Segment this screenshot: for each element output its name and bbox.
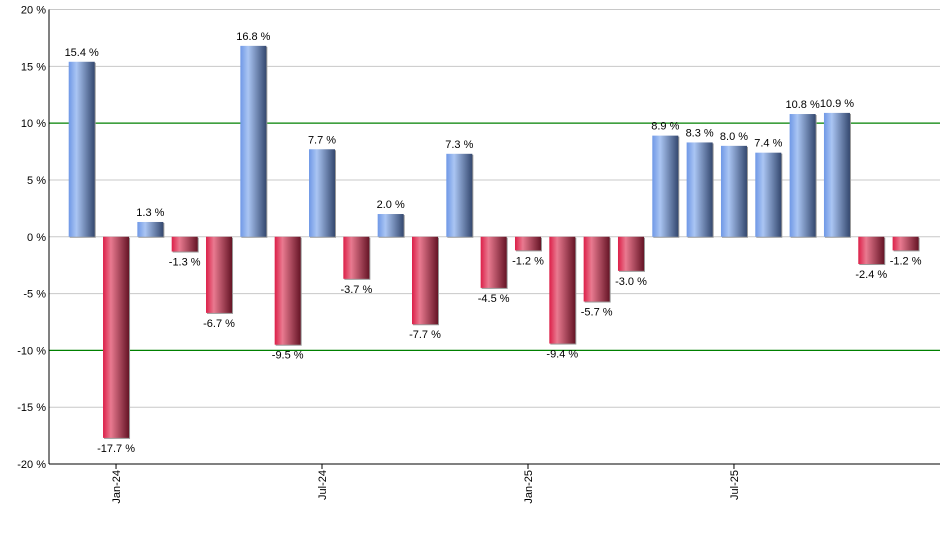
data-label: 1.3 % (136, 207, 164, 219)
y-tick-label: -15 % (17, 402, 46, 414)
y-tick-label: -5 % (23, 289, 46, 301)
bar (480, 236, 507, 288)
x-tick-label: Jan-25 (523, 470, 535, 504)
bar (137, 221, 164, 237)
bar (686, 142, 713, 237)
bar (103, 236, 130, 438)
bar (720, 145, 747, 237)
data-label: -3.0 % (615, 276, 647, 288)
data-label: 15.4 % (65, 47, 99, 59)
bar (892, 236, 919, 251)
data-label: 10.9 % (820, 98, 854, 110)
data-label: 10.8 % (786, 99, 820, 111)
y-tick-label: -10 % (17, 345, 46, 357)
x-tick-label: Jul-25 (729, 470, 741, 500)
bar (446, 153, 473, 237)
bar (755, 152, 782, 237)
bar (617, 236, 644, 271)
y-tick-label: 5 % (27, 175, 46, 187)
bar (583, 236, 610, 302)
bar (274, 236, 301, 345)
bar (240, 45, 267, 237)
data-label: 8.3 % (686, 127, 714, 139)
data-label: 7.7 % (308, 134, 336, 146)
bar (823, 112, 850, 237)
data-label: -1.3 % (169, 257, 201, 269)
data-label: -6.7 % (203, 318, 235, 330)
bar (858, 236, 885, 265)
bar (343, 236, 370, 279)
data-label: -3.7 % (340, 284, 372, 296)
data-label: 8.0 % (720, 131, 748, 143)
bar (171, 236, 198, 252)
data-label: -7.7 % (409, 329, 441, 341)
bar (549, 236, 576, 344)
data-label: -2.4 % (855, 269, 887, 281)
y-tick-label: 15 % (21, 61, 46, 73)
data-label: -1.2 % (890, 255, 922, 267)
data-label: 8.9 % (651, 121, 679, 133)
data-label: -9.5 % (272, 350, 304, 362)
y-tick-label: 20 % (21, 5, 46, 17)
x-tick-label: Jan-24 (111, 470, 123, 504)
data-label: -9.4 % (546, 349, 578, 361)
bar (412, 236, 438, 325)
y-tick-label: 10 % (21, 118, 46, 130)
x-tick-label: Jul-24 (317, 470, 329, 500)
data-label: -5.7 % (581, 307, 613, 319)
bar (68, 61, 95, 237)
y-tick-label: -20 % (17, 459, 46, 471)
data-label: 2.0 % (377, 199, 405, 211)
bar (514, 236, 541, 251)
data-label: -1.2 % (512, 255, 544, 267)
data-label: -4.5 % (478, 293, 510, 305)
data-label: -17.7 % (97, 443, 135, 455)
bar (789, 114, 816, 237)
y-tick-label: 0 % (27, 232, 46, 244)
bar (652, 135, 679, 237)
bar (309, 149, 336, 237)
bar (377, 214, 404, 237)
data-label: 16.8 % (236, 31, 270, 43)
data-label: 7.3 % (445, 139, 473, 151)
bar (206, 236, 233, 313)
data-label: 7.4 % (754, 138, 782, 150)
